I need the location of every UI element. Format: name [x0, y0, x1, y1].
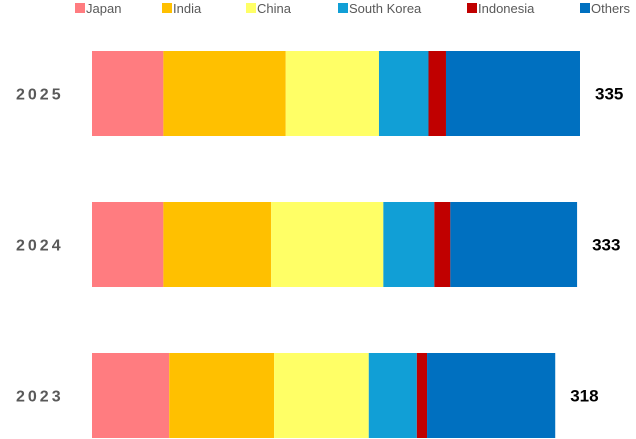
legend-swatch-indonesia — [467, 3, 477, 13]
bar-segment-2024-others — [450, 202, 578, 287]
legend: Japan India China South Korea Indonesia Other… — [75, 1, 631, 16]
plot-area: 2025 335 2024 333 2023 318 — [16, 51, 623, 438]
bar-segment-2023-india — [169, 353, 275, 438]
bar-segment-2025-south-korea — [378, 51, 429, 136]
legend-swatch-japan — [75, 3, 85, 13]
bar-segment-2024-south-korea — [383, 202, 435, 287]
legend-swatch-india — [162, 3, 172, 13]
total-label-2025: 335 — [595, 85, 623, 104]
year-label-2023: 2023 — [16, 389, 64, 406]
bar-segment-2025-others — [445, 51, 580, 136]
legend-swatch-south-korea — [338, 3, 348, 13]
legend-swatch-others — [580, 3, 590, 13]
bar-segment-2023-south-korea — [368, 353, 417, 438]
bar-segment-2023-japan — [92, 353, 170, 438]
legend-swatch-china — [246, 3, 256, 13]
bar-segment-2025-indonesia — [428, 51, 446, 136]
bar-segment-2024-japan — [92, 202, 164, 287]
legend-label-south-korea: South Korea — [349, 1, 422, 16]
legend-label-india: India — [173, 1, 202, 16]
bar-segment-2023-china — [274, 353, 369, 438]
bar-segment-2024-india — [163, 202, 272, 287]
bar-segment-2025-china — [285, 51, 379, 136]
year-label-2025: 2025 — [16, 87, 64, 104]
year-label-2024: 2024 — [16, 238, 64, 255]
bar-segment-2025-japan — [92, 51, 164, 136]
legend-label-china: China — [257, 1, 292, 16]
bar-segment-2024-china — [271, 202, 384, 287]
total-label-2023: 318 — [570, 387, 598, 406]
total-label-2024: 333 — [592, 236, 620, 255]
bar-segment-2025-india — [163, 51, 286, 136]
legend-label-japan: Japan — [86, 1, 121, 16]
legend-label-indonesia: Indonesia — [478, 1, 535, 16]
bar-segment-2023-others — [427, 353, 556, 438]
bar-segment-2024-indonesia — [434, 202, 451, 287]
legend-label-others: Others — [591, 1, 631, 16]
bar-segment-2023-indonesia — [416, 353, 428, 438]
